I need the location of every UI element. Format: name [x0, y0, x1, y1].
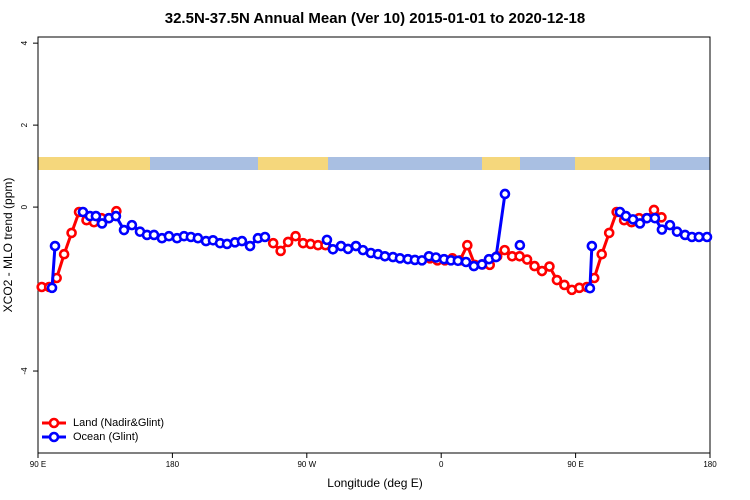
- legend-label: Land (Nadir&Glint): [73, 417, 164, 429]
- data-point: [58, 248, 70, 260]
- data-point: [634, 218, 646, 229]
- x-tick-label: 90 W: [297, 460, 316, 469]
- plot-frame: [37, 36, 711, 454]
- data-point: [126, 219, 138, 231]
- x-tick-label: 90 E: [30, 460, 46, 469]
- y-tick-label: 4: [20, 40, 29, 45]
- data-point: [559, 279, 570, 291]
- series-line: [50, 193, 708, 289]
- data-point: [664, 219, 676, 231]
- legend-label: Ocean (Glint): [73, 431, 138, 443]
- data-point: [476, 259, 488, 270]
- data-point: [536, 265, 548, 277]
- data-point: [514, 239, 526, 251]
- data-point: [321, 234, 333, 246]
- data-point: [282, 236, 294, 248]
- data-point: [701, 231, 713, 243]
- data-point: [118, 224, 130, 236]
- data-point: [430, 252, 442, 263]
- legend-marker: [48, 431, 60, 443]
- land-mask-strip: [38, 157, 710, 170]
- data-point: [490, 251, 502, 263]
- data-point: [468, 260, 480, 272]
- data-point: [275, 245, 286, 257]
- y-axis-label: XCO2 - MLO trend (ppm): [1, 178, 15, 313]
- x-tick-label: 90 E: [567, 460, 583, 469]
- chart-title: 32.5N-37.5N Annual Mean (Ver 10) 2015-01…: [165, 10, 585, 27]
- data-point: [656, 224, 668, 235]
- data-point: [460, 256, 472, 268]
- data-point: [244, 240, 256, 252]
- data-point: [452, 255, 464, 267]
- x-tick-label: 180: [166, 460, 180, 469]
- y-tick-label: 0: [20, 204, 29, 209]
- data-point: [290, 230, 301, 242]
- data-point: [529, 260, 540, 272]
- data-point: [259, 231, 271, 243]
- x-tick-label: 180: [703, 460, 717, 469]
- y-tick-label: -4: [20, 367, 29, 375]
- data-point: [584, 282, 596, 294]
- data-point: [648, 204, 660, 216]
- data-point: [96, 218, 108, 229]
- data-point: [236, 235, 248, 247]
- data-point: [46, 282, 58, 294]
- data-point: [267, 237, 279, 249]
- data-point: [49, 240, 61, 252]
- data-point: [163, 230, 175, 242]
- data-point: [90, 210, 102, 222]
- data-point: [603, 227, 615, 239]
- data-point: [462, 239, 473, 251]
- x-tick-label: 0: [439, 460, 444, 469]
- y-tick-label: 2: [20, 122, 29, 127]
- data-point: [66, 227, 77, 239]
- data-point: [379, 250, 391, 262]
- x-axis-label: Longitude (deg E): [327, 476, 422, 490]
- data-point: [586, 240, 598, 252]
- data-point: [596, 248, 608, 260]
- data-point: [499, 244, 510, 256]
- legend-marker: [48, 417, 60, 429]
- data-point: [110, 210, 122, 222]
- data-point: [499, 188, 511, 200]
- data-point: [649, 212, 661, 224]
- data-point: [551, 274, 563, 286]
- data-point: [544, 261, 555, 272]
- data-point: [521, 254, 533, 265]
